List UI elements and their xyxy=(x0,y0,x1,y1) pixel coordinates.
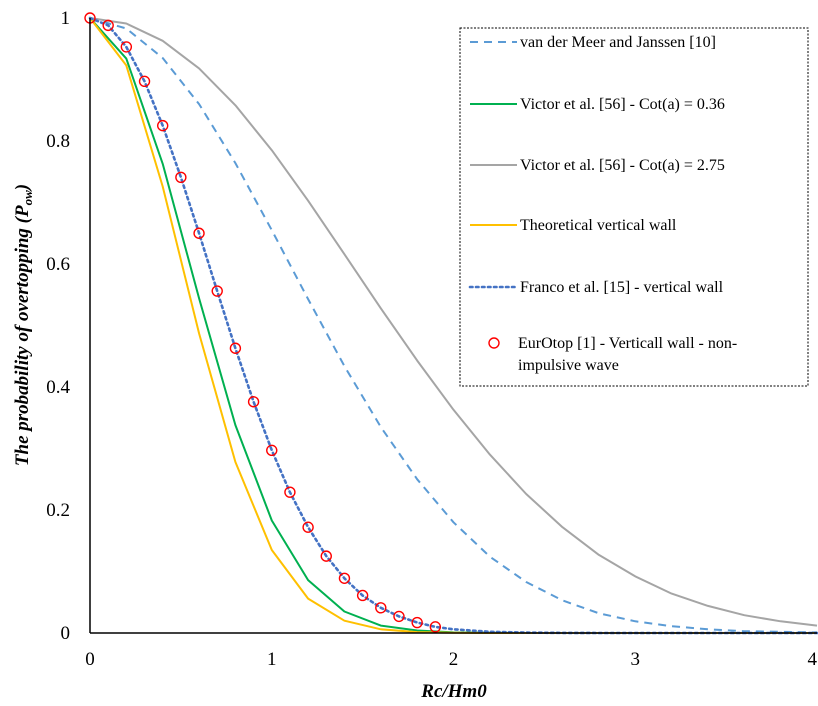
legend: van der Meer and Janssen [10] Victor et a… xyxy=(459,27,809,387)
legend-label: Franco et al. [15] - vertical wall xyxy=(520,279,724,296)
y-tick-label: 0.4 xyxy=(46,377,70,398)
y-tick-label: 0 xyxy=(61,623,71,644)
legend-entry: EurOtop [1] - Verticall wall - non-impul… xyxy=(488,335,737,374)
legend-entry: Victor et al. [56] - Cot(a) = 2.75 xyxy=(470,157,725,174)
eurotop-marker xyxy=(193,227,205,239)
eurotop-marker xyxy=(320,550,332,562)
eurotop-marker xyxy=(175,171,187,183)
eurotop-marker xyxy=(411,616,423,629)
x-tick-labels: 0 1 2 3 4 xyxy=(85,649,817,670)
legend-entry: Victor et al. [56] - Cot(a) = 0.36 xyxy=(470,96,725,113)
eurotop-marker xyxy=(102,19,114,32)
series-line-van-der-meer-and-janssen-10 xyxy=(89,17,818,634)
legend-label: van der Meer and Janssen [10] xyxy=(520,34,716,51)
y-tick-label: 0.8 xyxy=(46,131,70,152)
legend-label: EurOtop [1] - Verticall wall - non- xyxy=(518,335,737,352)
y-axis-title: The probability of overtopping (Pow) xyxy=(12,184,35,466)
legend-marker xyxy=(488,337,500,349)
legend-label: Victor et al. [56] - Cot(a) = 0.36 xyxy=(520,96,725,113)
eurotop-marker xyxy=(284,486,296,498)
eurotop-marker xyxy=(393,610,405,623)
eurotop-marker xyxy=(338,572,351,584)
legend-box xyxy=(459,27,809,387)
y-tick-label: 1 xyxy=(61,8,71,29)
eurotop-marker xyxy=(266,444,278,457)
eurotop-marker xyxy=(156,119,169,132)
eurotop-marker xyxy=(120,41,133,53)
legend-entry: van der Meer and Janssen [10] xyxy=(470,34,716,51)
legend-entry: Franco et al. [15] - vertical wall xyxy=(468,279,724,296)
legend-entry: Theoretical vertical wall xyxy=(470,217,677,234)
x-tick-label: 1 xyxy=(267,649,277,670)
eurotop-marker xyxy=(356,589,369,602)
y-tick-label: 0.2 xyxy=(46,500,70,521)
eurotop-marker xyxy=(138,75,151,88)
y-tick-label: 0.6 xyxy=(46,254,70,275)
x-tick-label: 3 xyxy=(631,649,641,670)
legend-label: Theoretical vertical wall xyxy=(520,217,677,234)
series-line-victor-et-al-56-cot-a-2-75 xyxy=(89,17,818,627)
eurotop-marker xyxy=(211,285,223,297)
eurotop-marker xyxy=(375,602,387,614)
eurotop-marker xyxy=(302,521,314,533)
eurotop-marker xyxy=(429,621,442,633)
eurotop-marker xyxy=(229,342,242,354)
plot-markers xyxy=(84,12,442,633)
x-tick-label: 2 xyxy=(449,649,459,670)
eurotop-marker xyxy=(247,396,260,408)
y-tick-labels: 0 0.2 0.4 0.6 0.8 1 xyxy=(46,8,70,644)
x-axis-title: Rc/Hm0 xyxy=(420,681,487,702)
legend-label: Victor et al. [56] - Cot(a) = 2.75 xyxy=(520,157,725,174)
x-tick-label: 0 xyxy=(85,649,95,670)
legend-label: impulsive wave xyxy=(518,357,619,374)
x-tick-label: 4 xyxy=(808,649,818,670)
